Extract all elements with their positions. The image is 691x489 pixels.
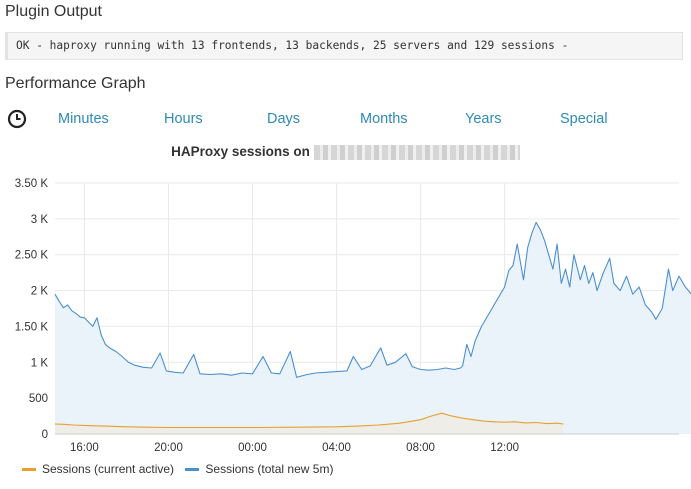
y-tick-label: 3.50 K (15, 178, 49, 190)
legend-swatch-total-new (185, 468, 200, 472)
series-line-1 (54, 221, 691, 378)
redacted-hostname (313, 144, 520, 160)
plugin-output-text: OK - haproxy running with 13 frontends, … (5, 32, 683, 60)
tab-months[interactable]: Months (360, 111, 408, 127)
series-area-1 (55, 222, 691, 434)
chart-title-text: HAProxy sessions on (171, 144, 310, 159)
x-tick-label: 16:00 (70, 442, 99, 454)
tab-special[interactable]: Special (560, 111, 608, 127)
x-tick-label: 00:00 (238, 442, 267, 454)
tab-hours[interactable]: Hours (164, 111, 203, 127)
sessions-chart: 0 500 1 K 1.50 K 2 K 2.50 K 3 K 3.50 K 16:00 20:0… (15, 178, 691, 454)
legend-swatch-current-active (22, 468, 36, 472)
series-area-0 (55, 413, 564, 434)
x-tick-label: 08:00 (406, 442, 435, 454)
time-range-toolbar: Minutes Hours Days Months Years Special (0, 108, 691, 134)
tab-days[interactable]: Days (267, 111, 301, 127)
chart-title: HAProxy sessions on (0, 144, 691, 160)
tab-minutes[interactable]: Minutes (58, 111, 109, 127)
plugin-output-title: Plugin Output (5, 3, 102, 20)
x-tick-label: 20:00 (154, 442, 183, 454)
legend-item-total-new[interactable]: Sessions (total new 5m) (185, 462, 333, 476)
clock-icon[interactable] (7, 109, 27, 129)
tab-years[interactable]: Years (465, 111, 502, 127)
y-tick-label: 500 (29, 393, 48, 405)
x-tick-label: 04:00 (322, 442, 351, 454)
series-line-0 (54, 412, 564, 429)
legend-label-total-new: Sessions (total new 5m) (205, 462, 334, 476)
chart-legend: Sessions (current active) Sessions (tota… (22, 462, 341, 476)
y-tick-label: 2 K (31, 286, 49, 298)
y-tick-label: 1.50 K (15, 321, 49, 333)
legend-item-current-active[interactable]: Sessions (current active) (22, 462, 174, 476)
x-tick-label: 12:00 (490, 442, 519, 454)
y-tick-label: 3 K (31, 214, 49, 226)
legend-label-current-active: Sessions (current active) (42, 462, 175, 476)
y-tick-label: 0 (42, 429, 48, 441)
y-tick-label: 2.50 K (15, 250, 49, 262)
performance-graph-title: Performance Graph (5, 75, 146, 92)
y-tick-label: 1 K (31, 357, 49, 369)
